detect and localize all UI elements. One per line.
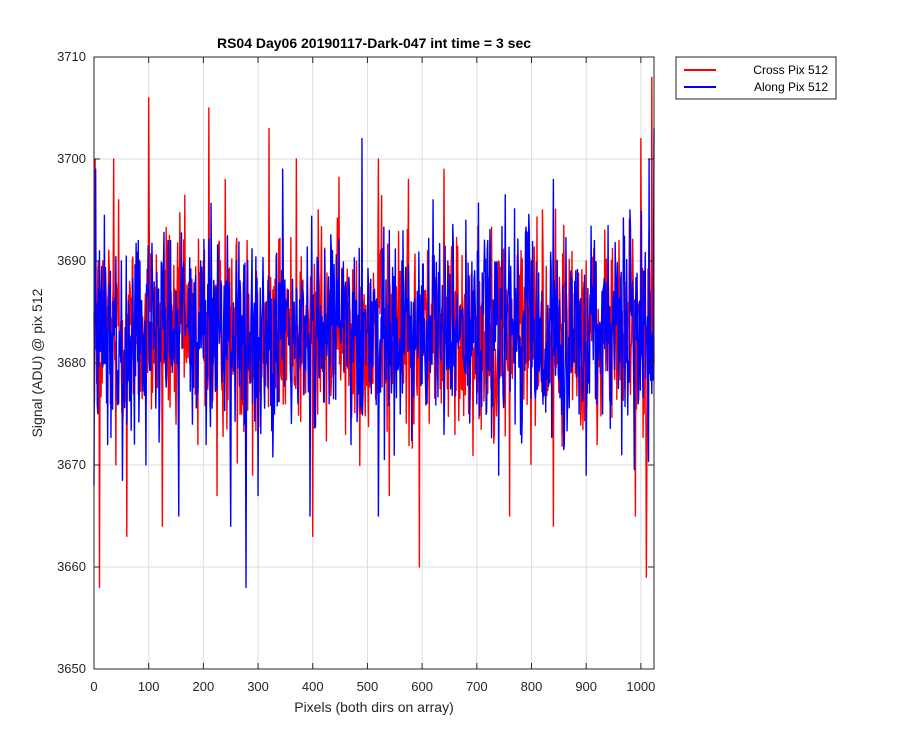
legend: Cross Pix 512 Along Pix 512 [675, 56, 837, 100]
x-tick-label: 600 [411, 679, 433, 694]
y-tick-label: 3650 [57, 661, 86, 676]
x-tick-label: 400 [302, 679, 324, 694]
y-tick-label: 3670 [57, 457, 86, 472]
legend-label: Cross Pix 512 [753, 63, 828, 77]
x-tick-label: 900 [575, 679, 597, 694]
x-tick-label: 0 [90, 679, 97, 694]
axis-ticks: 0 100 200 300 400 500 600 700 800 900 1000 3650 3660… [57, 49, 655, 694]
x-axis-label: Pixels (both dirs on array) [294, 699, 454, 715]
x-tick-label: 700 [466, 679, 488, 694]
y-tick-label: 3690 [57, 253, 86, 268]
legend-label: Along Pix 512 [754, 80, 828, 94]
y-tick-label: 3680 [57, 355, 86, 370]
chart-title: RS04 Day06 20190117-Dark-047 int time = … [217, 35, 531, 51]
x-tick-label: 500 [357, 679, 379, 694]
series-layer [93, 76, 655, 589]
series-line-along-pix [93, 128, 655, 589]
y-tick-label: 3710 [57, 49, 86, 64]
x-tick-label: 1000 [626, 679, 655, 694]
x-tick-label: 100 [138, 679, 160, 694]
x-tick-label: 800 [521, 679, 543, 694]
y-tick-label: 3700 [57, 151, 86, 166]
y-axis-label: Signal (ADU) @ pix 512 [29, 288, 45, 437]
x-tick-label: 300 [247, 679, 269, 694]
y-tick-label: 3660 [57, 559, 86, 574]
legend-box [675, 56, 837, 100]
x-tick-label: 200 [193, 679, 215, 694]
